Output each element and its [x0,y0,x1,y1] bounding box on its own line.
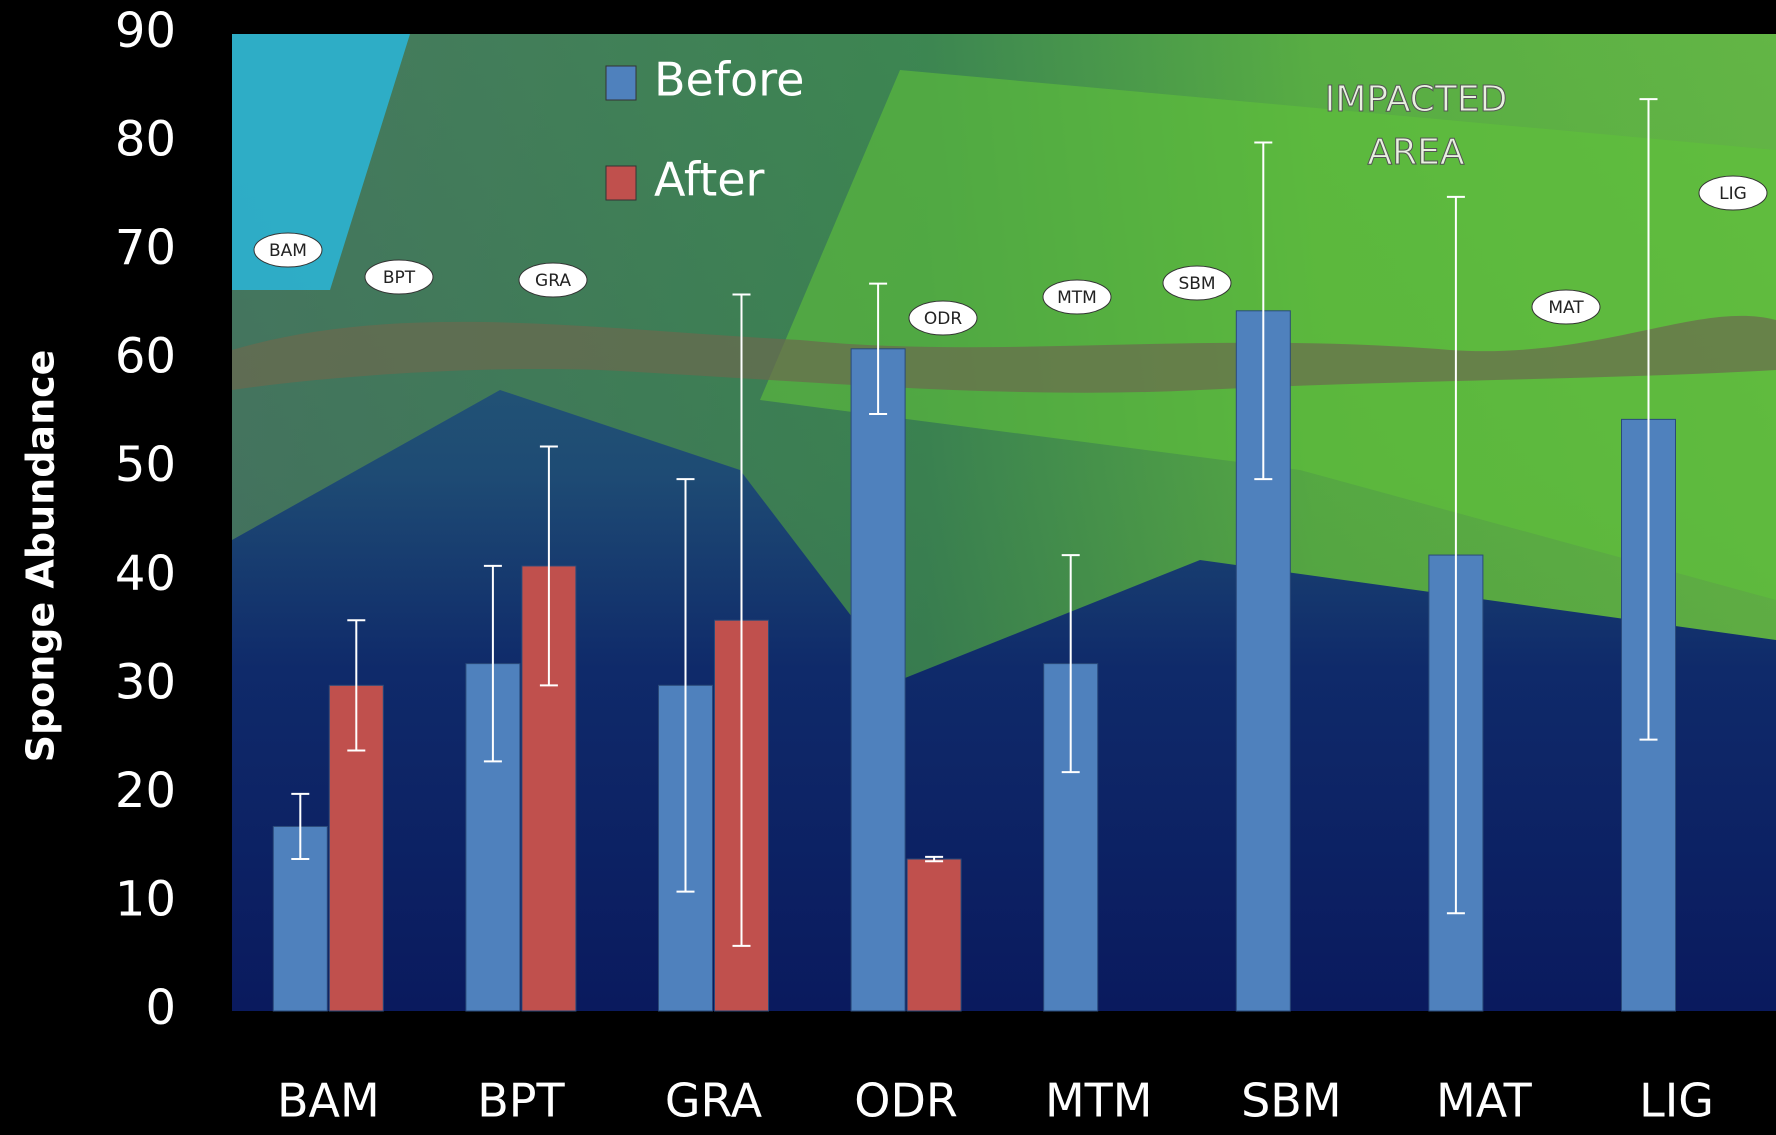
map-label-oval [1698,175,1768,211]
error-bar [1639,98,1658,741]
map-label: BPT [383,268,416,288]
y-tick-label: 30 [115,654,176,710]
error-bar [539,445,558,687]
legend-swatch [605,65,637,101]
y-tick-label: 70 [115,220,176,276]
error-bar [291,792,310,861]
y-tick-label: 90 [115,3,176,59]
y-tick-label: 80 [115,112,176,168]
y-tick-label: 60 [115,329,176,385]
annotation: AREA [1367,132,1464,173]
error-bar [1446,195,1465,915]
error-bar [483,564,502,763]
y-tick-label: 50 [115,437,176,493]
map-label-oval [253,232,323,268]
x-tick-label: LIG [1639,1074,1714,1128]
error-bar [732,293,751,947]
y-tick-label: 10 [115,871,176,927]
map-label: GRA [535,271,571,291]
map-label: SBM [1178,274,1215,294]
legend-label: Before [654,53,804,107]
legend-swatch [605,165,637,201]
y-tick-label: 0 [145,980,176,1036]
x-tick-label: SBM [1241,1074,1341,1128]
error-bar [676,478,695,893]
error-bar [1061,554,1080,774]
error-bar [869,282,888,415]
x-tick-label: MAT [1436,1074,1533,1128]
annotation: IMPACTED [1325,79,1508,120]
map-label-oval [1042,279,1112,315]
map-label: MAT [1548,298,1584,318]
map-label-oval [1531,289,1601,325]
map-label-oval [518,262,588,298]
map-label: LIG [1719,184,1747,204]
y-tick-label: 20 [115,763,176,819]
x-tick-label: GRA [665,1074,763,1128]
map-label: BAM [269,241,307,261]
y-axis-label: Sponge Abundance [19,350,63,763]
bar [906,858,962,1012]
map-background [232,34,1776,1011]
error-bar [347,619,366,752]
x-tick-label: ODR [854,1074,958,1128]
map-label-oval [908,300,978,336]
map-label-oval [364,259,434,295]
error-bar [925,855,944,863]
x-tick-label: BAM [277,1074,380,1128]
x-tick-label: BPT [477,1074,565,1128]
map-label: MTM [1057,288,1097,308]
error-bar [1254,141,1273,481]
x-tick-label: MTM [1045,1074,1152,1128]
bar [850,348,906,1012]
map-label: ODR [924,309,962,329]
y-tick-label: 40 [115,546,176,602]
map-label-oval [1162,265,1232,301]
legend-label: After [654,153,765,207]
